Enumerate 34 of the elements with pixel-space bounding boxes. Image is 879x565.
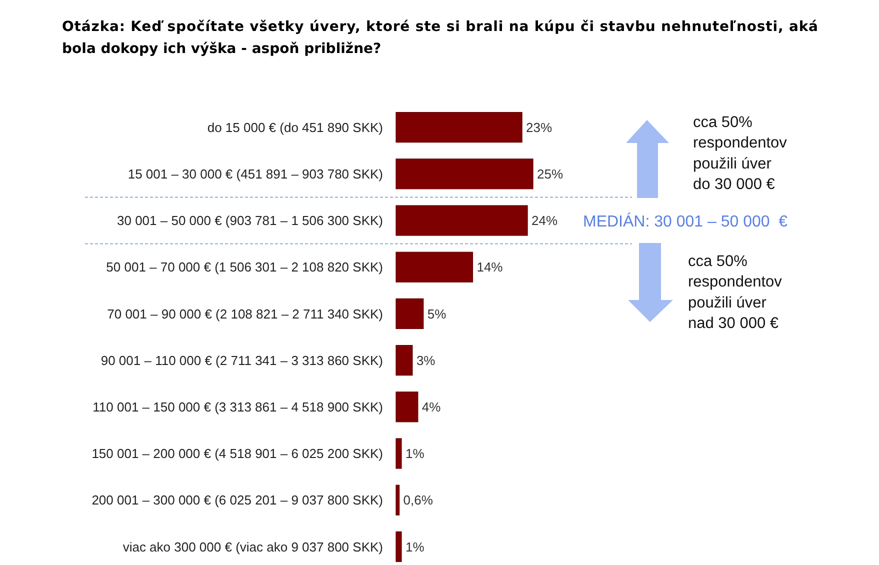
y-tick-label: 90 001 – 110 000 € (2 711 341 – 3 313 860 SKK) [100, 352, 383, 368]
bar [396, 484, 400, 516]
bar [396, 158, 534, 190]
data-label: 4% [422, 399, 442, 414]
data-label: 23% [526, 120, 552, 135]
bar [396, 298, 424, 329]
data-label: 5% [427, 306, 447, 322]
y-tick-label: 50 001 – 70 000 € (1 506 301 – 2 108 820 SKK) [106, 260, 383, 275]
data-label: 1% [405, 539, 425, 554]
text: cca 50% respondentov použili úver do 30 000 € [693, 114, 788, 194]
bar [396, 205, 528, 236]
bar [396, 345, 413, 376]
bar [396, 252, 474, 282]
bar [396, 392, 418, 422]
data-label: 1% [405, 446, 425, 462]
bar [396, 531, 402, 562]
y-tick-label: 30 001 – 50 000 € (903 781 – 1 506 300 SKK) [117, 213, 383, 228]
y-tick-label: do 15 000 € (do 451 890 SKK) [207, 120, 383, 135]
data-label: 14% [476, 260, 504, 275]
data-label: 25% [537, 166, 564, 182]
y-tick-label: 200 001 – 300 000 € (6 025 201 – 9 037 800 SKK) [92, 492, 383, 508]
y-tick-label: 150 001 – 200 000 € (4 518 901 – 6 025 200 SKK) [92, 446, 383, 462]
y-tick-label: 70 001 – 90 000 € (2 108 821 – 2 711 340 SKK) [107, 306, 383, 322]
data-label: 3% [416, 352, 436, 368]
chart-title: Otázka: Keď spočítate všetky úvery, ktoré ste si brali na kúpu či stavbu nehnuteľnosti, aká bola dokopy ich výška - aspoň približne? [62, 19, 818, 57]
y-tick-label: 110 001 – 150 000 € (3 313 861 – 4 518 900 SKK) [92, 399, 383, 414]
bar [396, 112, 522, 143]
y-tick-label: viac ako 300 000 € (viac ako 9 037 800 SKK) [122, 539, 383, 554]
bar [396, 438, 402, 469]
data-label: 0,6% [403, 492, 434, 508]
data-label: 24% [532, 213, 558, 228]
y-tick-label: 15 001 – 30 000 € (451 891 – 903 780 SKK) [128, 166, 383, 182]
text: MEDIÁN: 30 001 – 50 000 € [583, 212, 788, 230]
text: cca 50% respondentov použili úver nad 30 000 € [688, 253, 782, 332]
